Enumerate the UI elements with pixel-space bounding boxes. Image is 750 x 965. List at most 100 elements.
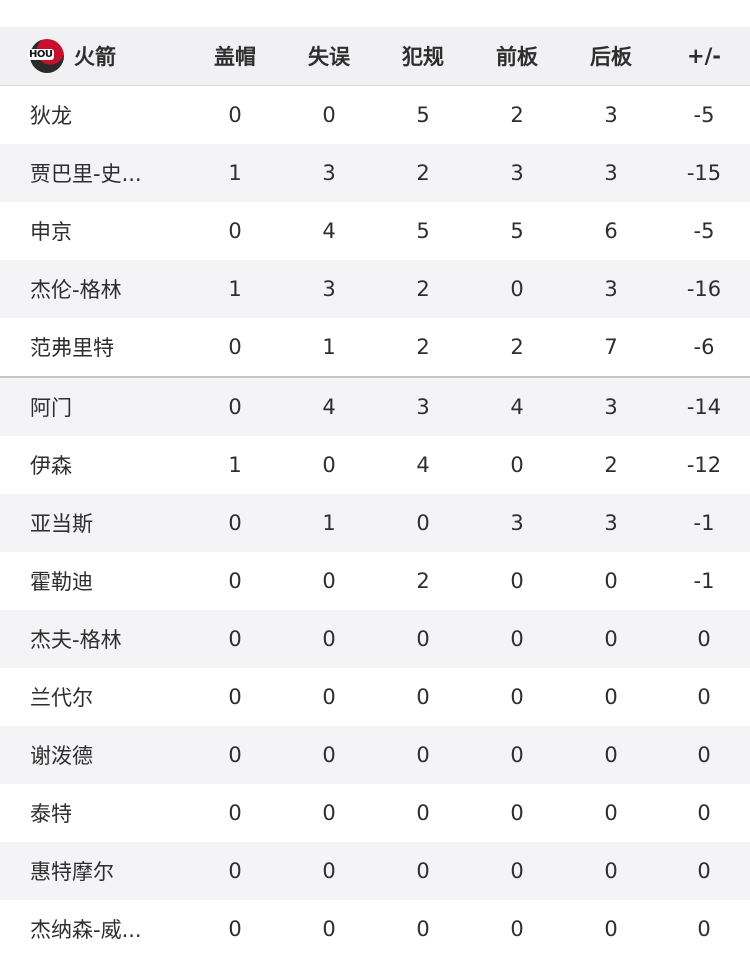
stat-turnovers: 4 — [322, 219, 336, 243]
player-name[interactable]: 杰夫-格林 — [30, 628, 122, 652]
stat-def-reb: 3 — [604, 511, 618, 535]
stat-fouls: 0 — [416, 743, 430, 767]
player-row[interactable]: 贾巴里-史... 1 3 2 3 3 -15 — [0, 144, 750, 202]
player-name[interactable]: 贾巴里-史... — [30, 162, 142, 186]
team-logo: HOU — [28, 39, 64, 73]
top-spacer — [0, 0, 750, 27]
player-name[interactable]: 狄龙 — [30, 104, 72, 128]
stat-off-reb: 0 — [510, 685, 524, 709]
stat-off-reb: 5 — [510, 219, 524, 243]
stat-plus-minus: -16 — [686, 277, 722, 301]
team-header: HOU 火箭 — [0, 27, 188, 86]
col-header-turnovers[interactable]: 失误 — [282, 27, 376, 86]
col-header-plus-minus[interactable]: +/- — [658, 27, 750, 86]
player-row[interactable]: 霍勒迪 0 0 2 0 0 -1 — [0, 552, 750, 610]
stat-plus-minus: 0 — [697, 685, 711, 709]
stat-def-reb: 3 — [604, 277, 618, 301]
player-name[interactable]: 霍勒迪 — [30, 570, 93, 594]
stat-turnovers: 0 — [322, 569, 336, 593]
stat-fouls: 0 — [416, 685, 430, 709]
logo-text: HOU — [28, 49, 54, 60]
player-row[interactable]: 亚当斯 0 1 0 3 3 -1 — [0, 494, 750, 552]
player-name[interactable]: 伊森 — [30, 454, 72, 478]
stat-blocks: 0 — [228, 859, 242, 883]
col-header-blocks[interactable]: 盖帽 — [188, 27, 282, 86]
stat-fouls: 0 — [416, 511, 430, 535]
col-header-fouls[interactable]: 犯规 — [376, 27, 470, 86]
stat-blocks: 1 — [228, 161, 242, 185]
player-name[interactable]: 兰代尔 — [30, 686, 93, 710]
stat-turnovers: 0 — [322, 685, 336, 709]
stat-fouls: 0 — [416, 627, 430, 651]
player-row[interactable]: 兰代尔 0 0 0 0 0 0 — [0, 668, 750, 726]
player-row[interactable]: 申京 0 4 5 5 6 -5 — [0, 202, 750, 260]
player-name[interactable]: 杰纳森-威... — [30, 918, 142, 942]
stat-fouls: 4 — [416, 453, 430, 477]
stat-def-reb: 2 — [604, 453, 618, 477]
stat-blocks: 0 — [228, 917, 242, 941]
player-name[interactable]: 泰特 — [30, 802, 72, 826]
stat-turnovers: 3 — [322, 161, 336, 185]
stat-def-reb: 0 — [604, 685, 618, 709]
stat-turnovers: 0 — [322, 743, 336, 767]
stat-off-reb: 3 — [510, 511, 524, 535]
stat-plus-minus: -5 — [693, 219, 715, 243]
stat-off-reb: 0 — [510, 627, 524, 651]
stat-off-reb: 0 — [510, 801, 524, 825]
stat-fouls: 5 — [416, 219, 430, 243]
stat-plus-minus: 0 — [697, 627, 711, 651]
stat-fouls: 2 — [416, 569, 430, 593]
stat-off-reb: 4 — [470, 376, 564, 436]
stat-def-reb: 0 — [604, 627, 618, 651]
stat-blocks: 1 — [228, 453, 242, 477]
stat-def-reb: 0 — [604, 569, 618, 593]
player-row[interactable]: 谢泼德 0 0 0 0 0 0 — [0, 726, 750, 784]
player-row[interactable]: 惠特摩尔 0 0 0 0 0 0 — [0, 842, 750, 900]
player-name[interactable]: 惠特摩尔 — [30, 860, 114, 884]
stat-def-reb: 0 — [604, 859, 618, 883]
player-name[interactable]: 申京 — [30, 220, 72, 244]
stat-turnovers: 0 — [322, 801, 336, 825]
player-row[interactable]: 狄龙 0 0 5 2 3 -5 — [0, 86, 750, 145]
stat-fouls: 3 — [376, 376, 470, 436]
player-row[interactable]: 阿门 0 4 3 4 3 -14 — [0, 376, 750, 436]
stat-plus-minus: 0 — [697, 801, 711, 825]
stat-plus-minus: -14 — [658, 376, 750, 436]
player-name[interactable]: 杰伦-格林 — [30, 278, 122, 302]
stat-blocks: 0 — [228, 569, 242, 593]
stat-blocks: 0 — [228, 335, 242, 359]
stat-fouls: 0 — [416, 801, 430, 825]
stat-fouls: 2 — [416, 335, 430, 359]
stat-blocks: 1 — [228, 277, 242, 301]
stat-def-reb: 7 — [604, 335, 618, 359]
stat-off-reb: 3 — [510, 161, 524, 185]
stat-def-reb: 0 — [604, 743, 618, 767]
player-row[interactable]: 杰纳森-威... 0 0 0 0 0 0 — [0, 900, 750, 958]
stat-fouls: 0 — [416, 859, 430, 883]
stat-plus-minus: 0 — [697, 743, 711, 767]
player-row[interactable]: 范弗里特 0 1 2 2 7 -6 — [0, 318, 750, 377]
player-name[interactable]: 谢泼德 — [30, 744, 93, 768]
stat-def-reb: 0 — [604, 917, 618, 941]
col-header-off-reb[interactable]: 前板 — [470, 27, 564, 86]
stat-plus-minus: -6 — [693, 335, 715, 359]
stat-off-reb: 2 — [510, 103, 524, 127]
stat-blocks: 0 — [228, 801, 242, 825]
player-row[interactable]: 杰伦-格林 1 3 2 0 3 -16 — [0, 260, 750, 318]
col-header-def-reb[interactable]: 后板 — [564, 27, 658, 86]
player-row[interactable]: 伊森 1 0 4 0 2 -12 — [0, 436, 750, 494]
player-name[interactable]: 阿门 — [0, 376, 188, 436]
stat-blocks: 0 — [228, 103, 242, 127]
stat-off-reb: 2 — [510, 335, 524, 359]
stat-blocks: 0 — [228, 627, 242, 651]
stat-def-reb: 3 — [604, 103, 618, 127]
stat-fouls: 2 — [416, 277, 430, 301]
player-row[interactable]: 泰特 0 0 0 0 0 0 — [0, 784, 750, 842]
player-name[interactable]: 范弗里特 — [30, 336, 114, 360]
player-name[interactable]: 亚当斯 — [30, 512, 93, 536]
team-name: 火箭 — [74, 45, 116, 69]
player-row[interactable]: 杰夫-格林 0 0 0 0 0 0 — [0, 610, 750, 668]
stat-turnovers: 0 — [322, 103, 336, 127]
stat-turnovers: 0 — [322, 627, 336, 651]
stat-fouls: 0 — [416, 917, 430, 941]
